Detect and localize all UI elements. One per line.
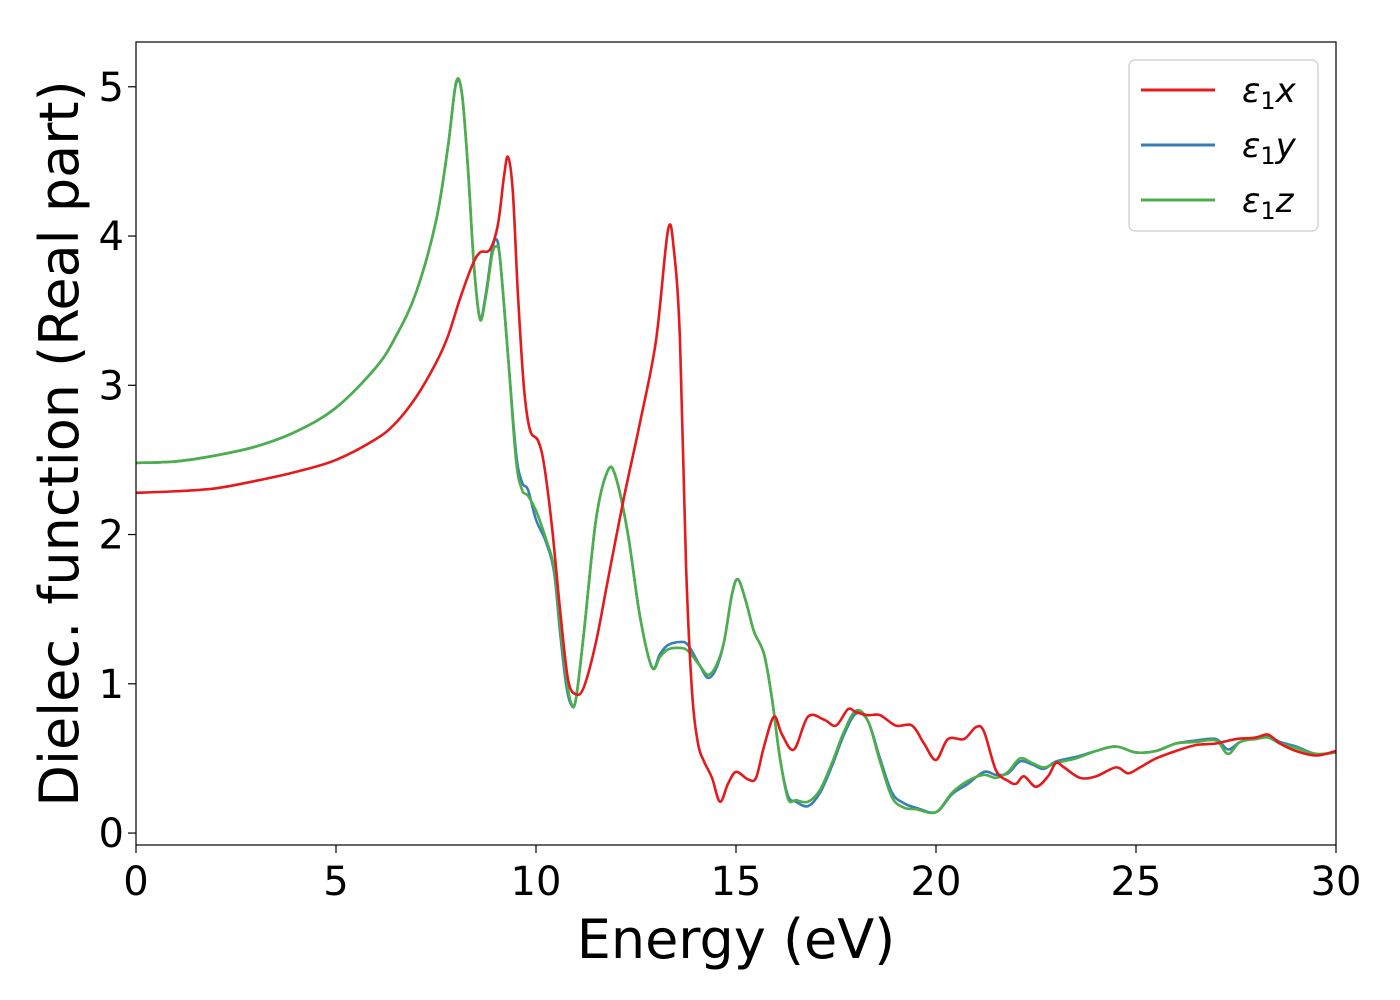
x-axis-label: Energy (eV) xyxy=(577,908,896,971)
x-tick-label: 5 xyxy=(323,859,348,905)
y-tick-label: 3 xyxy=(99,363,124,409)
x-tick-label: 30 xyxy=(1311,859,1362,905)
series-line-z xyxy=(136,77,1336,815)
y-tick-label: 0 xyxy=(99,811,124,857)
y-tick-label: 1 xyxy=(99,662,124,708)
y-axis-label: Dielec. function (Real part) xyxy=(28,80,91,806)
y-tick-label: 5 xyxy=(99,65,124,111)
legend-box xyxy=(1128,59,1319,232)
y-tick-label: 4 xyxy=(99,214,124,260)
x-tick-label: 15 xyxy=(711,859,762,905)
legend-label-x: ε1x xyxy=(1242,71,1297,115)
x-tick-label: 0 xyxy=(123,859,148,905)
x-tick-label: 20 xyxy=(911,859,962,905)
x-tick-label: 25 xyxy=(1111,859,1162,905)
tick-layer: 0 5 10 15 20 25 30 0 1 2 3 4 5 xyxy=(99,65,1362,905)
series-line-x xyxy=(136,155,1336,804)
series-layer xyxy=(136,77,1336,815)
x-tick-label: 10 xyxy=(511,859,562,905)
legend-label-z: ε1z xyxy=(1242,181,1295,225)
legend: ε1x ε1y ε1z xyxy=(1128,59,1319,232)
y-tick-label: 2 xyxy=(99,513,124,559)
legend-label-y: ε1y xyxy=(1242,126,1297,170)
